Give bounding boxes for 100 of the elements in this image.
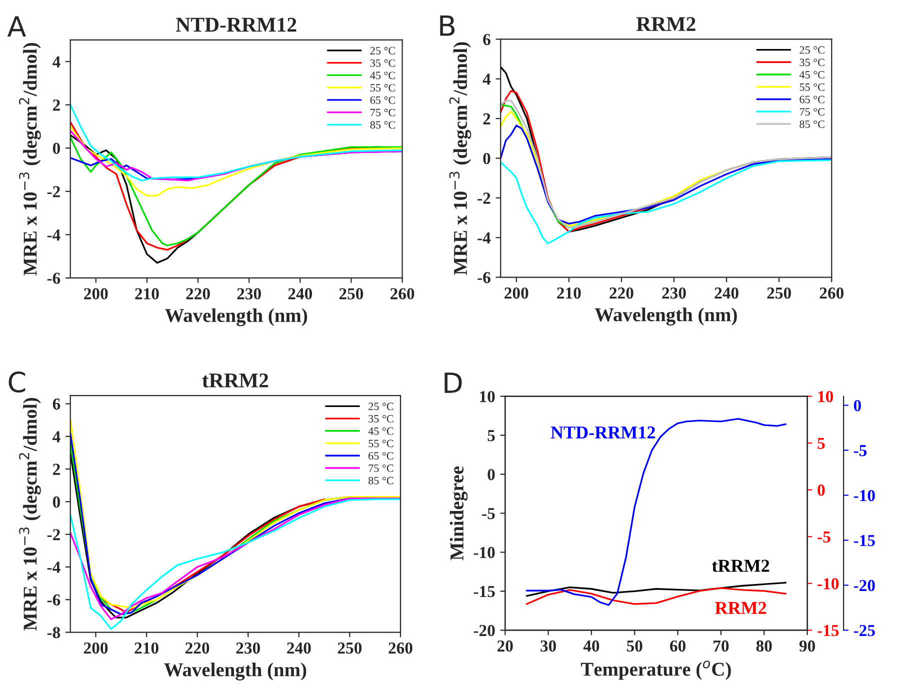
line-series <box>526 582 787 597</box>
y-tick-label: 2 <box>53 464 60 475</box>
legend-label: 35 °C <box>368 415 394 423</box>
y-tick-label: -6 <box>47 272 60 284</box>
legend-label: 85 °C <box>800 120 824 128</box>
y-tick-label: 4 <box>52 431 60 442</box>
x-tick-label: 20 <box>497 640 513 652</box>
line-series <box>70 104 402 182</box>
x-tick-label: 240 <box>714 287 738 299</box>
y-tick-label: 10 <box>480 390 495 402</box>
y2-tick-label: 0 <box>818 484 825 496</box>
x-tick-label: 230 <box>662 287 686 299</box>
legend-label: 75 °C <box>368 464 394 472</box>
y2-tick-label: -15 <box>818 624 839 636</box>
y-tick-label: -8 <box>47 626 60 638</box>
y3-tick-label: 0 <box>854 400 861 412</box>
y3-tick-label: -25 <box>854 624 875 636</box>
y-tick-label: 0 <box>488 468 495 480</box>
y-axis-title: MRE x 10$^{−3}$ (degcm$^{2}$/dmol) <box>19 398 41 631</box>
y-tick-label: -2 <box>478 192 490 204</box>
x-tick-label: 260 <box>390 288 414 300</box>
legend-label: 65 °C <box>800 96 824 104</box>
x-tick-label: 210 <box>134 642 158 654</box>
x-axis-title: Wavelength (nm) <box>165 308 308 326</box>
x-tick-label: 90 <box>799 640 815 652</box>
legend-label: 75 °C <box>370 108 396 116</box>
x-tick-label: 60 <box>670 640 686 652</box>
series-label: NTD-RRM12 <box>550 426 655 438</box>
y-tick-label: 2 <box>483 113 490 124</box>
chart-title: RRM2 <box>636 17 696 31</box>
y3-tick-label: -5 <box>854 445 867 456</box>
y-tick-label: -2 <box>47 529 60 540</box>
x-tick-label: 200 <box>504 287 528 299</box>
y-tick-label: -15 <box>474 586 495 598</box>
y-axis-title: MRE x 10$^{−3}$ (degcm$^{2}$/dmol) <box>19 42 41 276</box>
y-tick-label: -4 <box>478 232 491 244</box>
x-tick-label: 240 <box>287 642 311 654</box>
y2-tick-label: -5 <box>818 532 830 543</box>
text: C <box>8 372 26 393</box>
x-axis-title: Wavelength (nm) <box>164 662 306 680</box>
legend-label: 75 °C <box>800 108 824 116</box>
x-tick-label: 210 <box>135 288 159 300</box>
x-tick-label: 30 <box>540 640 556 652</box>
x-axis-title: Wavelength (nm) <box>594 308 737 326</box>
x-tick-label: 70 <box>714 640 729 652</box>
legend-label: 45 °C <box>368 427 394 435</box>
x-tick-label: 200 <box>84 288 108 300</box>
series-label: tRRM2 <box>712 560 770 572</box>
legend-label: 45 °C <box>370 72 396 80</box>
legend-label: 55 °C <box>370 84 396 92</box>
x-tick-label: 250 <box>339 288 364 300</box>
legend-label: 35 °C <box>370 59 396 67</box>
x-axis-title: Temperature ($^{o}$C) <box>580 660 731 680</box>
x-tick-label: 210 <box>557 287 581 299</box>
x-tick-label: 80 <box>756 640 772 652</box>
legend-label: 85 °C <box>370 121 396 129</box>
y-tick-label: 0 <box>52 142 60 154</box>
y-tick-label: -2 <box>47 186 60 198</box>
y3-tick-label: -10 <box>854 490 875 502</box>
y-tick-label: -5 <box>482 508 495 520</box>
x-tick-label: 260 <box>388 642 412 654</box>
x-tick-label: 260 <box>820 287 844 299</box>
y-tick-label: 4 <box>482 74 491 85</box>
text: D <box>444 372 462 393</box>
x-tick-label: 220 <box>610 287 634 299</box>
y3-tick-label: -20 <box>854 580 875 592</box>
y-tick-label: -4 <box>47 229 60 240</box>
x-tick-label: 220 <box>186 288 210 300</box>
x-tick-label: 240 <box>288 288 312 300</box>
y-axis-title: Minidegree <box>450 466 468 560</box>
legend-label: 65 °C <box>370 96 396 104</box>
x-tick-label: 230 <box>236 642 260 654</box>
x-tick-label: 230 <box>237 288 261 300</box>
y-tick-label: 5 <box>488 430 495 442</box>
y-tick-label: 6 <box>52 398 60 410</box>
legend-label: 45 °C <box>799 71 824 78</box>
y-tick-label: 4 <box>52 56 60 68</box>
y-tick-label: -20 <box>474 624 495 636</box>
y-tick-label: -6 <box>478 272 490 284</box>
line-series <box>500 159 832 244</box>
legend-label: 35 °C <box>800 58 824 66</box>
chart-title: NTD-RRM12 <box>176 18 296 32</box>
y-tick-label: -10 <box>474 546 495 558</box>
legend-label: 85 °C <box>368 476 394 484</box>
y-tick-label: 0 <box>483 152 490 164</box>
text: A <box>7 16 26 36</box>
x-tick-label: 40 <box>583 640 600 652</box>
x-tick-label: 220 <box>186 642 210 654</box>
legend-label: 25 °C <box>800 46 824 54</box>
legend-label: 55 °C <box>800 83 824 91</box>
line-series <box>500 90 675 232</box>
legend-label: 65 °C <box>368 452 394 460</box>
y-tick-label: 0 <box>52 496 60 508</box>
y-axis-title: MRE x 10$^{−3}$ (degcm$^{2}$/dmol) <box>449 42 472 275</box>
y2-tick-label: 10 <box>818 390 834 402</box>
y3-tick-label: -15 <box>854 535 875 546</box>
chart-title: tRRM2 <box>202 373 268 388</box>
x-tick-label: 250 <box>338 642 362 654</box>
text: B <box>440 16 455 36</box>
legend-label: 25 °C <box>368 402 394 410</box>
